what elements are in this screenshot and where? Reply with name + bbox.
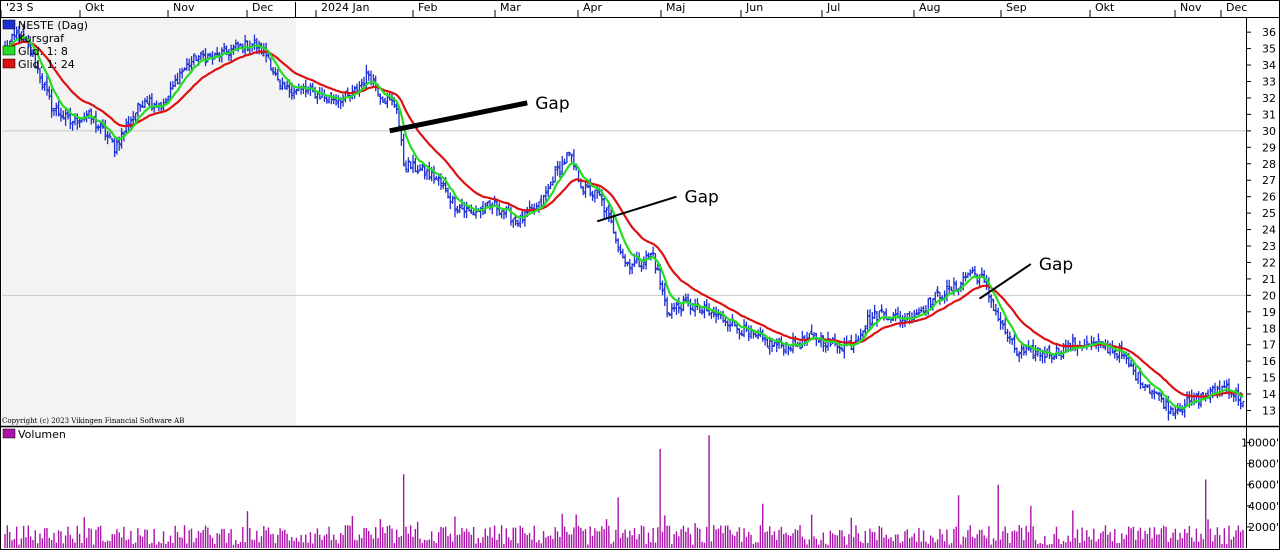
legend-swatch [2, 58, 16, 69]
time-label: Mar [500, 1, 521, 14]
gap-annotation-label: Gap [1039, 255, 1073, 275]
gap-annotation-line [389, 100, 528, 134]
price-tick-label: 14 [1262, 388, 1276, 401]
price-tick-label: 20 [1262, 289, 1276, 302]
volume-tick-label: 2000' [1248, 521, 1279, 534]
time-label: Dec [252, 1, 273, 14]
volume-legend: Volumen [2, 428, 66, 441]
time-label: 2024 Jan [321, 1, 369, 14]
volume-bars [4, 435, 1244, 548]
gap-annotations: Gap Gap Gap [389, 94, 1073, 300]
price-tick-label: 25 [1262, 207, 1276, 220]
price-tick-label: 15 [1262, 372, 1276, 385]
time-label: Maj [666, 1, 685, 14]
volume-axis: 10000' 8000' 6000' 4000' 2000' [1241, 437, 1279, 534]
moving-average-24-line [4, 40, 1244, 398]
price-tick-label: 36 [1262, 26, 1276, 39]
gap-annotation-line [596, 195, 677, 223]
price-tick-label: 29 [1262, 141, 1276, 154]
price-tick-label: 19 [1262, 306, 1276, 319]
volume-tick-label: 10000' [1241, 437, 1279, 450]
price-tick-label: 23 [1262, 240, 1276, 253]
price-tick-label: 33 [1262, 76, 1276, 89]
price-axis: 13 14 15 16 17 18 19 20 21 22 23 24 25 26 27 28 29 30 31 32… [1246, 18, 1276, 548]
price-tick-label: 17 [1262, 339, 1276, 352]
volume-tick-label: 6000' [1248, 479, 1279, 492]
time-label: Okt [1095, 1, 1115, 14]
price-tick-label: 32 [1262, 92, 1276, 105]
volume-tick-label: 4000' [1248, 500, 1279, 513]
price-tick-label: 21 [1262, 273, 1276, 286]
time-label: Nov [1180, 1, 1202, 14]
price-gridlines [2, 130, 1246, 296]
time-label: Apr [583, 1, 603, 14]
price-tick-label: 31 [1262, 108, 1276, 121]
gap-annotation-label: Gap [684, 188, 718, 208]
price-tick-label: 24 [1262, 224, 1276, 237]
time-label: Feb [418, 1, 437, 14]
legend-label: Kursgraf [18, 32, 65, 45]
price-tick-label: 34 [1262, 59, 1276, 72]
gap-annotation-line [978, 263, 1032, 300]
time-label: Nov [173, 1, 195, 14]
legend-label: Glid. 1: 24 [18, 58, 75, 71]
legend-label: Volumen [18, 428, 66, 441]
price-tick-label: 35 [1262, 43, 1276, 56]
legend-swatch [2, 428, 16, 439]
volume-panel[interactable]: Volumen [2, 428, 1244, 548]
moving-average-8-line [4, 36, 1244, 410]
legend-swatch [2, 19, 16, 30]
time-axis: '23 S Okt Nov Dec 2024 Jan Feb Mar Apr Maj Jun Jul… [0, 1, 1280, 18]
time-label: Aug [919, 1, 940, 14]
price-tick-label: 28 [1262, 158, 1276, 171]
legend-label: Glid. 1: 8 [18, 45, 68, 58]
time-label: Jul [826, 1, 840, 14]
copyright-text: Copyright (c) 2023 Vikingen Financial So… [2, 417, 184, 425]
price-tick-label: 26 [1262, 191, 1276, 204]
time-label: Dec [1226, 1, 1247, 14]
time-label: Okt [85, 1, 105, 14]
price-tick-label: 13 [1262, 405, 1276, 418]
legend-swatch [2, 45, 16, 56]
time-label: Jun [745, 1, 763, 14]
legend-label: NESTE (Dag) [18, 19, 88, 32]
gap-annotation-label: Gap [535, 94, 569, 114]
price-tick-label: 27 [1262, 174, 1276, 187]
price-tick-label: 22 [1262, 256, 1276, 269]
shaded-history-region [2, 18, 296, 425]
volume-tick-label: 8000' [1248, 458, 1279, 471]
price-tick-label: 16 [1262, 355, 1276, 368]
time-label: Sep [1006, 1, 1027, 14]
price-tick-label: 18 [1262, 322, 1276, 335]
time-label: '23 S [6, 1, 34, 14]
price-tick-label: 30 [1262, 125, 1276, 138]
